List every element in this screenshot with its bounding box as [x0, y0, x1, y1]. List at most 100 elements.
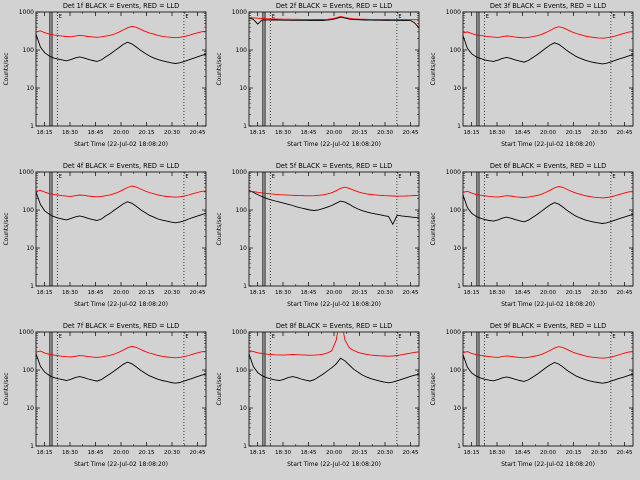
- y-tick-label: 100: [23, 367, 35, 374]
- y-tick-label: 1: [30, 123, 34, 130]
- y-axis-label: Counts/sec: [430, 372, 437, 405]
- y-tick-label: 1000: [445, 329, 460, 336]
- y-axis-label: Counts/sec: [216, 372, 223, 405]
- y-tick-label: 1: [244, 443, 248, 450]
- x-tick-label: 18:45: [514, 290, 531, 296]
- plot-frame: [248, 11, 420, 127]
- x-tick-label: 18:45: [301, 290, 318, 296]
- x-tick-label: 18:30: [489, 130, 506, 136]
- x-tick-label: 20:00: [326, 130, 343, 136]
- y-tick-label: 10: [453, 405, 461, 412]
- flag-letter: E: [59, 174, 62, 180]
- x-tick-label: 18:45: [301, 130, 318, 136]
- x-tick-label: 20:30: [164, 130, 181, 136]
- y-tick-label: 10: [453, 85, 461, 92]
- plot-canvas: Det 8f BLACK = Events, RED = LLD 1000 100 1…: [216, 322, 420, 468]
- y-tick-label: 1: [244, 283, 248, 290]
- y-axis-label: Counts/sec: [216, 52, 223, 85]
- x-tick-label: 20:45: [403, 450, 420, 456]
- plot-panel-det-3f: Det 3f BLACK = Events, RED = LLD 1000 100 1…: [427, 0, 640, 160]
- series-lld: [462, 186, 633, 199]
- x-tick-label: 18:15: [36, 450, 53, 456]
- flag-letter: E: [399, 334, 402, 340]
- x-tick-label: 20:30: [377, 290, 394, 296]
- series-events: [36, 353, 206, 384]
- y-tick-label: 100: [449, 367, 461, 374]
- x-tick-label: 20:45: [189, 290, 206, 296]
- flag-letter: E: [272, 334, 275, 340]
- x-tick-label: 20:30: [377, 130, 394, 136]
- plot-canvas: Det 4f BLACK = Events, RED = LLD 1000 100 1…: [3, 162, 207, 308]
- y-tick-label: 10: [453, 245, 461, 252]
- y-axis-label: Counts/sec: [3, 212, 10, 245]
- series-events: [249, 16, 420, 29]
- panel-title: Det 1f BLACK = Events, RED = LLD: [63, 2, 179, 10]
- x-tick-label: 18:45: [87, 290, 104, 296]
- flag-letter: E: [272, 174, 275, 180]
- x-tick-label: 18:30: [489, 290, 506, 296]
- x-tick-label: 20:30: [591, 290, 608, 296]
- series-lld: [36, 185, 206, 198]
- x-tick-label: 18:30: [275, 290, 292, 296]
- x-tick-label: 20:15: [352, 450, 369, 456]
- flag-letter: E: [612, 174, 615, 180]
- x-tick-label: 18:15: [36, 290, 53, 296]
- panel-title: Det 2f BLACK = Events, RED = LLD: [276, 2, 392, 10]
- x-axis-label: Start Time (22-Jul-02 18:08:20): [501, 141, 595, 148]
- x-tick-label: 18:15: [36, 130, 53, 136]
- flag-letter: E: [485, 174, 488, 180]
- plot-panel-det-1f: Det 1f BLACK = Events, RED = LLD 1000 100 1…: [0, 0, 213, 160]
- flag-letter: E: [485, 14, 488, 20]
- panel-title: Det 6f BLACK = Events, RED = LLD: [490, 162, 606, 170]
- plot-panel-det-9f: Det 9f BLACK = Events, RED = LLD 1000 100 1…: [427, 320, 640, 480]
- x-tick-label: 18:15: [463, 130, 480, 136]
- x-tick-label: 20:00: [540, 290, 557, 296]
- y-tick-label: 10: [240, 405, 248, 412]
- y-tick-label: 1000: [445, 9, 460, 16]
- x-tick-label: 20:00: [113, 290, 130, 296]
- y-axis-label: Counts/sec: [3, 52, 10, 85]
- x-tick-label: 18:30: [62, 290, 79, 296]
- y-tick-label: 1000: [19, 329, 34, 336]
- plot-panel-det-7f: Det 7f BLACK = Events, RED = LLD 1000 100 1…: [0, 320, 213, 480]
- y-tick-label: 10: [26, 405, 34, 412]
- x-tick-label: 18:45: [514, 130, 531, 136]
- x-axis-label: Start Time (22-Jul-02 18:08:20): [501, 301, 595, 308]
- series-events: [36, 191, 206, 224]
- series-lld: [462, 26, 633, 39]
- flag-letter: E: [185, 14, 188, 20]
- flag-letter: E: [612, 334, 615, 340]
- y-tick-label: 1: [457, 283, 461, 290]
- plot-frame: [35, 331, 207, 447]
- panel-title: Det 4f BLACK = Events, RED = LLD: [63, 162, 179, 170]
- plot-panel-det-6f: Det 6f BLACK = Events, RED = LLD 1000 100 1…: [427, 160, 640, 320]
- series-events: [462, 354, 633, 384]
- x-tick-label: 20:15: [138, 130, 155, 136]
- x-tick-label: 20:45: [189, 450, 206, 456]
- x-tick-label: 20:15: [352, 130, 369, 136]
- x-tick-label: 18:45: [87, 450, 104, 456]
- plot-frame: [35, 11, 207, 127]
- plot-canvas: Det 7f BLACK = Events, RED = LLD 1000 100 1…: [3, 322, 207, 468]
- x-tick-label: 20:00: [540, 130, 557, 136]
- x-tick-label: 18:30: [62, 130, 79, 136]
- y-tick-label: 100: [236, 207, 248, 214]
- y-tick-label: 1: [457, 123, 461, 130]
- plot-panel-det-5f: Det 5f BLACK = Events, RED = LLD 1000 100 1…: [213, 160, 426, 320]
- flag-letter: E: [272, 14, 275, 20]
- flag-letter: E: [59, 334, 62, 340]
- y-tick-label: 1: [457, 443, 461, 450]
- y-tick-label: 100: [236, 367, 248, 374]
- x-tick-label: 20:15: [352, 290, 369, 296]
- x-tick-label: 20:30: [377, 450, 394, 456]
- x-tick-label: 18:15: [463, 290, 480, 296]
- x-axis-label: Start Time (22-Jul-02 18:08:20): [74, 301, 168, 308]
- plot-canvas: Det 6f BLACK = Events, RED = LLD 1000 100 1…: [430, 162, 634, 308]
- x-tick-label: 20:45: [616, 130, 633, 136]
- y-tick-label: 1: [30, 443, 34, 450]
- plot-canvas: Det 3f BLACK = Events, RED = LLD 1000 100 1…: [430, 2, 634, 148]
- y-tick-label: 1: [244, 123, 248, 130]
- flag-letter: E: [185, 174, 188, 180]
- x-tick-label: 20:15: [138, 290, 155, 296]
